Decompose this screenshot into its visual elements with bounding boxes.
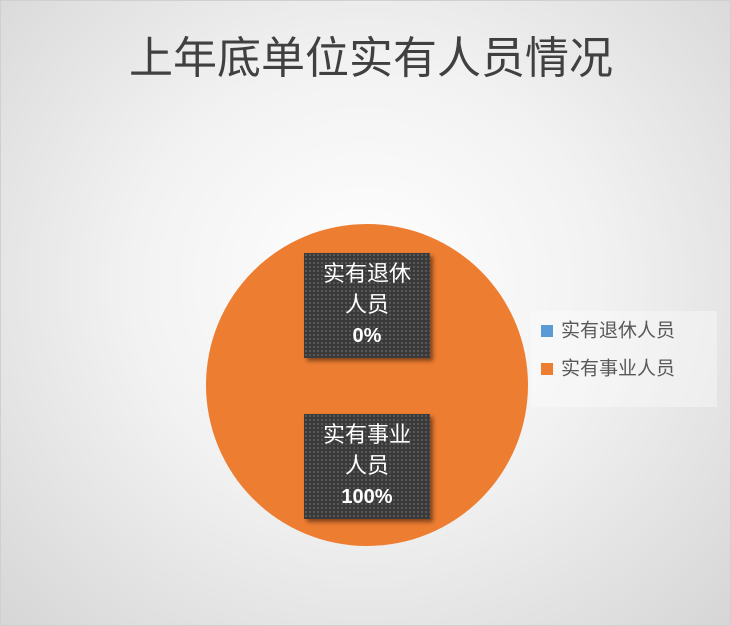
- pie-slice: [206, 224, 528, 546]
- data-label: 实有事业人员 100%: [304, 413, 430, 519]
- legend-label: 实有事业人员: [561, 358, 675, 380]
- legend-swatch: [541, 325, 553, 337]
- legend-swatch: [541, 363, 553, 375]
- data-label-category: 实有退休人员: [322, 261, 411, 318]
- data-label-value: 0%: [352, 324, 382, 347]
- legend-label: 实有退休人员: [561, 320, 675, 342]
- data-label-category: 实有事业人员: [322, 422, 411, 479]
- data-label-value: 100%: [341, 485, 393, 508]
- data-label: 实有退休人员 0%: [304, 252, 430, 358]
- chart-title: 上年底单位实有人员情况: [129, 33, 613, 84]
- legend-background: [531, 311, 717, 407]
